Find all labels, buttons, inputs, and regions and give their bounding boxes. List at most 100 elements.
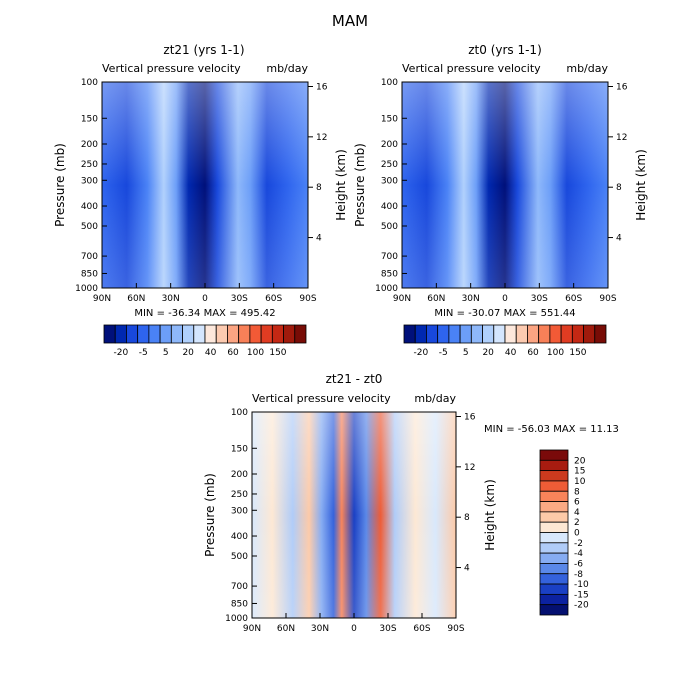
- stats-text: MIN = -36.34 MAX = 495.42: [134, 308, 275, 319]
- panel-subtitle-right: mb/day: [566, 62, 608, 75]
- x-tick-label: 30S: [379, 624, 396, 634]
- x-tick-label: 60S: [413, 624, 430, 634]
- y-right-tick-label: 8: [316, 183, 322, 193]
- colorbar-swatch: [539, 521, 569, 533]
- y-tick-label: 100: [81, 78, 98, 88]
- colorbar-swatch: [294, 324, 307, 344]
- y-axis-label-right: Height (km): [334, 149, 348, 220]
- colorbar-swatch: [539, 480, 569, 492]
- colorbar-swatch: [238, 324, 251, 344]
- colorbar-label: -8: [574, 570, 583, 580]
- y-tick-label: 300: [231, 506, 248, 516]
- colorbar-label: 40: [205, 348, 217, 358]
- x-tick-label: 90N: [393, 294, 411, 304]
- y-tick-label: 700: [231, 582, 248, 592]
- y-tick-label: 400: [231, 532, 248, 542]
- colorbar-swatch: [204, 324, 217, 344]
- y-right-tick-label: 16: [316, 82, 328, 92]
- panel-zt0: zt0 (yrs 1-1) Vertical pressure velocity…: [353, 43, 648, 358]
- y-axis-label: Pressure (mb): [53, 143, 67, 227]
- colorbar-swatch: [103, 324, 116, 344]
- colorbar-swatch: [426, 324, 439, 344]
- x-tick-label: 60S: [565, 294, 582, 304]
- colorbar-label: 2: [574, 518, 580, 528]
- y-tick-label: 250: [231, 490, 248, 500]
- colorbar-swatch: [227, 324, 240, 344]
- colorbar-label: 150: [569, 348, 586, 358]
- panel-subtitle-right: mb/day: [266, 62, 308, 75]
- y-ticks: 100 150 200 250 300 400 500 700 850 1000: [75, 78, 107, 294]
- y-axis-label-right: Height (km): [483, 479, 497, 550]
- colorbar-swatch: [482, 324, 495, 344]
- colorbar-swatch: [114, 324, 127, 344]
- colorbar: -20 -5 5 20 40 60 100 150: [103, 324, 307, 358]
- colorbar-swatch: [583, 324, 596, 344]
- colorbar-swatch: [249, 324, 262, 344]
- y-tick-label: 500: [381, 222, 398, 232]
- colorbar-swatch: [571, 324, 584, 344]
- colorbar-swatch: [539, 470, 569, 482]
- colorbar-label: 0: [574, 529, 580, 539]
- field-shading: [402, 82, 608, 288]
- y-tick-label: 150: [81, 114, 98, 124]
- colorbar-swatch: [538, 324, 551, 344]
- colorbar-label: 60: [227, 348, 239, 358]
- colorbar-label: -10: [574, 580, 589, 590]
- colorbar-label: -15: [574, 590, 589, 600]
- x-ticks: 90N 60N 30N 0 30S 60S 90S: [393, 283, 617, 304]
- colorbar-label: -2: [574, 539, 583, 549]
- colorbar-label: 20: [574, 456, 586, 466]
- colorbar-label: -20: [413, 348, 428, 358]
- colorbar-label: -20: [113, 348, 128, 358]
- colorbar: -20 -5 5 20 40 60 100 150: [403, 324, 607, 358]
- colorbar-swatch: [283, 324, 296, 344]
- colorbar-swatch: [539, 583, 569, 595]
- colorbar-swatch: [159, 324, 172, 344]
- colorbar-swatch: [539, 563, 569, 575]
- x-tick-label: 0: [502, 294, 508, 304]
- x-tick-label: 90S: [599, 294, 616, 304]
- colorbar-label: 20: [482, 348, 494, 358]
- colorbar-swatch: [539, 593, 569, 606]
- colorbar-swatch: [549, 324, 562, 344]
- y-right-tick-label: 4: [316, 234, 322, 244]
- y-tick-label: 850: [231, 599, 248, 609]
- colorbar-swatch: [126, 324, 139, 344]
- y-tick-label: 100: [231, 408, 248, 418]
- panel-subtitle-left: Vertical pressure velocity: [402, 62, 541, 75]
- x-tick-label: 30N: [462, 294, 480, 304]
- colorbar-swatch: [414, 324, 427, 344]
- colorbar-swatch: [137, 324, 150, 344]
- y-tick-label: 150: [381, 114, 398, 124]
- y-axis-label: Pressure (mb): [353, 143, 367, 227]
- field-shading: [102, 82, 308, 288]
- panel-subtitle-left: Vertical pressure velocity: [102, 62, 241, 75]
- y-tick-label: 400: [81, 202, 98, 212]
- colorbar-swatch: [539, 511, 569, 523]
- y-ticks-right: 16 12 8 4: [608, 82, 628, 244]
- panel-title: zt21 - zt0: [326, 372, 383, 386]
- colorbar-swatch: [539, 573, 569, 585]
- y-tick-label: 200: [81, 140, 98, 150]
- panel-zt21: zt21 (yrs 1-1) Vertical pressure velocit…: [53, 43, 348, 358]
- colorbar-swatch: [539, 501, 569, 513]
- y-tick-label: 300: [81, 176, 98, 186]
- colorbar-label: -4: [574, 549, 583, 559]
- colorbar-swatch: [560, 324, 573, 344]
- x-tick-label: 60S: [265, 294, 282, 304]
- y-tick-label: 1000: [75, 284, 98, 294]
- colorbar-swatch: [437, 324, 450, 344]
- y-tick-label: 150: [231, 444, 248, 454]
- panel-subtitle-right: mb/day: [414, 392, 456, 405]
- y-tick-label: 400: [381, 202, 398, 212]
- field-shading: [252, 412, 456, 618]
- y-tick-label: 200: [381, 140, 398, 150]
- y-ticks-right: 16 12 8 4: [308, 82, 328, 244]
- colorbar-swatch: [515, 324, 528, 344]
- y-tick-label: 300: [381, 176, 398, 186]
- colorbar-label: 100: [247, 348, 264, 358]
- colorbar-swatch: [459, 324, 472, 344]
- y-tick-label: 850: [81, 269, 98, 279]
